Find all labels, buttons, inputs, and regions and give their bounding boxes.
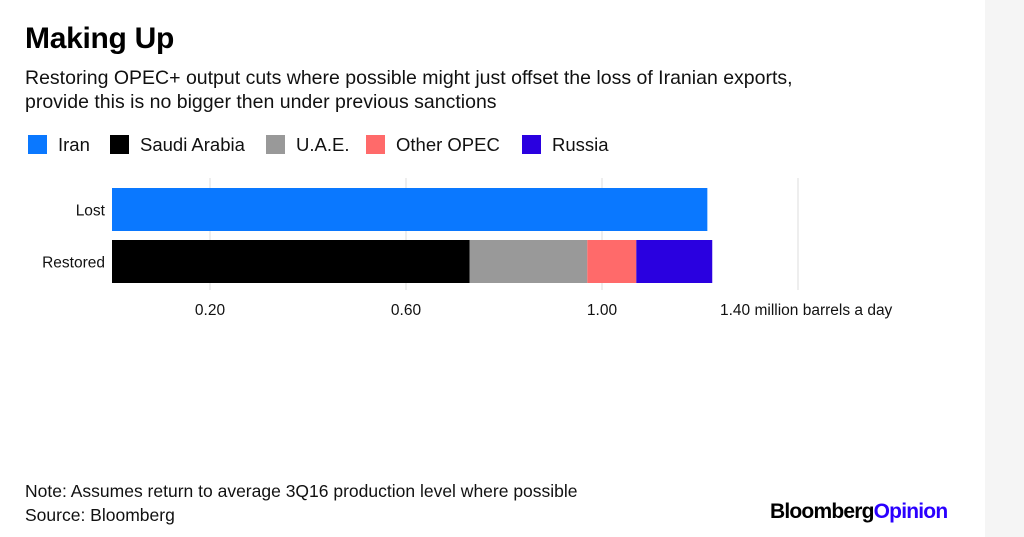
footnote: Note: Assumes return to average 3Q16 pro…: [25, 481, 578, 501]
legend-label-other-opec: Other OPEC: [396, 134, 500, 155]
chart-title: Making Up: [25, 22, 174, 55]
x-tick-label-2: 1.00: [587, 302, 618, 319]
legend-swatch-iran: [28, 135, 47, 154]
x-tick-label-3: 1.40 million barrels a day: [720, 302, 893, 319]
legend-label-saudi-arabia: Saudi Arabia: [140, 134, 245, 155]
legend-swatch-uae: [266, 135, 285, 154]
chart-subtitle-line-2: provide this is no bigger then under pre…: [25, 91, 497, 113]
right-margin-strip: [985, 0, 1024, 537]
x-tick-label-1: 0.60: [391, 302, 422, 319]
bar-restored-saudi-arabia: [112, 240, 470, 283]
logo-brand: Bloomberg: [770, 500, 874, 523]
legend-swatch-russia: [522, 135, 541, 154]
category-label-lost: Lost: [76, 203, 106, 220]
legend-label-iran: Iran: [58, 134, 90, 155]
bar-restored-u-a-e: [469, 240, 588, 283]
category-label-restored: Restored: [42, 255, 105, 272]
legend-label-uae: U.A.E.: [296, 134, 350, 155]
bloomberg-opinion-logo: BloombergOpinion: [770, 500, 949, 524]
chart-subtitle-line-1: Restoring OPEC+ output cuts where possib…: [25, 67, 793, 89]
legend-swatch-other-opec: [366, 135, 385, 154]
x-tick-label-0: 0.20: [195, 302, 226, 319]
bar-restored-russia: [636, 240, 713, 283]
legend-label-russia: Russia: [552, 134, 609, 155]
source-note: Source: Bloomberg: [25, 505, 175, 525]
bars: [112, 188, 713, 283]
logo-suffix: Opinion: [873, 500, 949, 523]
x-tick-labels: 0.20 0.60 1.00 1.40 million barrels a day: [195, 302, 893, 319]
bar-chart: Lost Restored 0.20 0.60 1.00 1.40 million ba…: [42, 178, 893, 319]
legend-swatch-saudi-arabia: [110, 135, 129, 154]
category-labels: Lost Restored: [42, 203, 106, 272]
bar-lost-iran: [112, 188, 708, 231]
bar-restored-other-opec: [587, 240, 637, 283]
